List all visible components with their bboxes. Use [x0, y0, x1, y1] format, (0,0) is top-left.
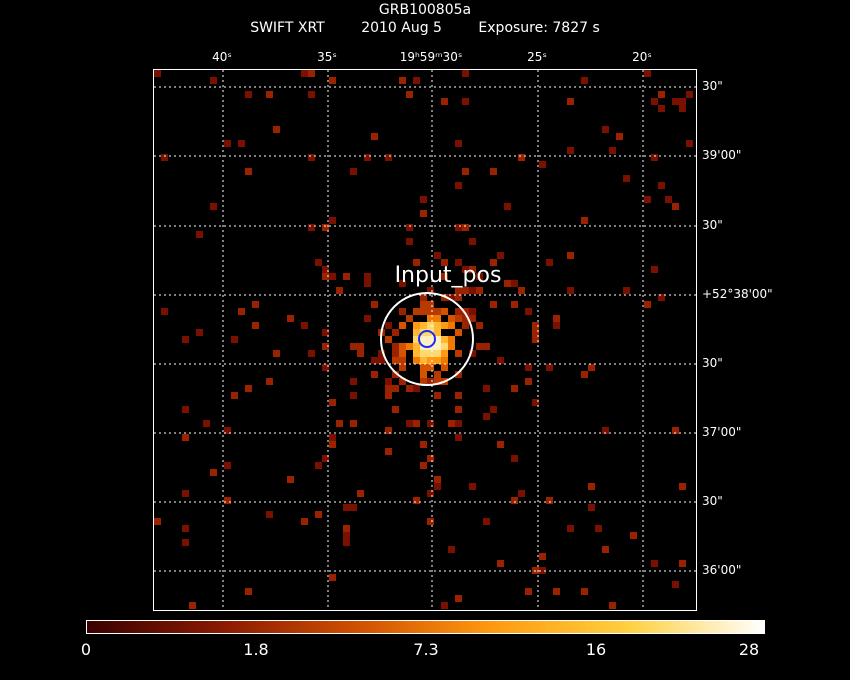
colorbar: [86, 620, 765, 634]
dec-tick-label: 30": [702, 356, 723, 370]
ra-tick-label: 35ˢ: [317, 50, 337, 64]
colorbar-label: 0: [80, 640, 92, 659]
exposure-label: Exposure: 7827 s: [478, 20, 600, 36]
coordinate-grid: [154, 70, 696, 610]
dec-tick-label: 37'00": [702, 425, 742, 439]
xray-sky-image: Input_pos: [154, 70, 696, 610]
colorbar-label: 16: [585, 640, 607, 659]
dec-tick-label: 36'00": [702, 563, 742, 577]
photon-pixels: [154, 70, 693, 609]
observation-subtitle: SWIFT XRT 2010 Aug 5 Exposure: 7827 s: [0, 20, 850, 36]
region-label: Input_pos: [395, 263, 502, 288]
instrument-label: SWIFT XRT: [250, 20, 325, 36]
xray-image-frame: Input_pos: [153, 69, 697, 611]
dec-tick-label: 30": [702, 79, 723, 93]
date-label: 2010 Aug 5: [361, 20, 442, 36]
object-title: GRB100805a: [378, 2, 472, 18]
dec-tick-label: +52°38'00": [702, 287, 773, 301]
colorbar-label: 28: [738, 640, 760, 659]
dec-tick-label: 30": [702, 494, 723, 508]
ra-tick-label: 19ʰ59ᵐ30ˢ: [399, 50, 463, 64]
colorbar-label: 7.3: [413, 640, 439, 659]
source-region-circle: [380, 292, 474, 386]
dec-tick-label: 39'00": [702, 148, 742, 162]
input-position-circle: [418, 330, 436, 348]
colorbar-label: 1.8: [243, 640, 269, 659]
ra-tick-label: 20ˢ: [632, 50, 652, 64]
ra-tick-label: 40ˢ: [212, 50, 232, 64]
ra-tick-label: 25ˢ: [527, 50, 547, 64]
dec-tick-label: 30": [702, 218, 723, 232]
